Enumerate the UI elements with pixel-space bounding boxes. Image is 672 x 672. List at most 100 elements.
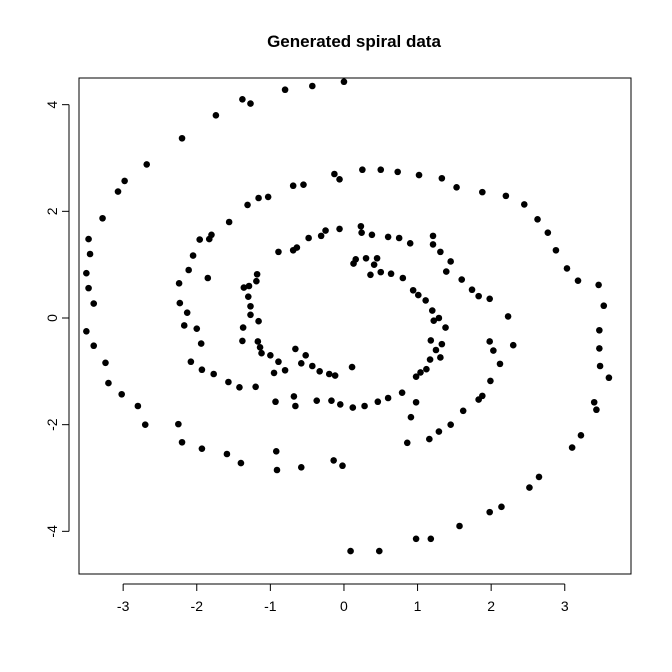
data-point <box>412 373 420 380</box>
chart-title: Generated spiral data <box>267 32 441 51</box>
data-point <box>577 432 585 439</box>
data-point <box>552 246 560 254</box>
data-point <box>417 369 424 376</box>
data-point <box>427 535 435 543</box>
data-point <box>348 363 356 371</box>
data-point <box>114 188 122 195</box>
data-point <box>479 392 486 400</box>
data-point <box>281 86 289 94</box>
data-point <box>479 188 486 196</box>
data-point <box>339 462 346 470</box>
data-point <box>297 464 305 471</box>
data-point <box>373 254 381 262</box>
data-point <box>596 362 604 370</box>
data-point <box>316 368 323 375</box>
data-point <box>375 547 383 555</box>
y-tick-label: -2 <box>44 418 60 431</box>
data-point <box>423 365 430 373</box>
data-point <box>340 78 348 86</box>
data-point <box>175 280 183 287</box>
data-point <box>178 438 186 446</box>
data-point <box>520 201 528 208</box>
data-point <box>272 448 280 455</box>
data-point <box>447 258 454 265</box>
data-point <box>370 261 378 268</box>
data-point <box>428 307 436 314</box>
data-point <box>498 503 505 511</box>
data-point <box>442 268 450 275</box>
data-point <box>205 235 213 243</box>
data-point <box>105 379 112 387</box>
data-point <box>244 201 251 209</box>
data-point <box>422 297 429 304</box>
data-point <box>331 170 338 178</box>
data-point <box>336 225 343 233</box>
data-point <box>225 218 233 226</box>
data-point <box>605 374 613 382</box>
data-point <box>253 277 260 285</box>
data-point <box>415 171 423 179</box>
data-point <box>175 420 182 428</box>
data-point <box>305 234 312 242</box>
data-point <box>362 254 370 262</box>
data-point <box>430 317 438 324</box>
x-axis: -3 -2 -1 0 1 2 3 <box>117 583 569 614</box>
data-point <box>297 360 305 367</box>
data-point <box>453 184 460 191</box>
data-point <box>196 236 204 243</box>
data-point <box>403 439 411 447</box>
data-point <box>496 360 504 368</box>
data-point <box>264 193 272 201</box>
data-point <box>244 293 252 300</box>
x-tick-label: 3 <box>561 598 569 614</box>
data-point <box>526 484 533 491</box>
data-point <box>435 314 443 322</box>
data-point <box>204 274 212 282</box>
data-point <box>178 134 186 142</box>
data-point <box>486 508 493 516</box>
data-point <box>83 328 90 335</box>
data-point <box>289 182 297 190</box>
data-point <box>468 286 476 294</box>
data-point <box>412 398 420 406</box>
data-point <box>395 234 403 242</box>
data-point <box>245 282 253 290</box>
data-point <box>331 372 339 379</box>
data-point <box>254 338 262 345</box>
data-point <box>407 413 415 421</box>
data-point <box>426 435 433 443</box>
data-point <box>255 317 262 325</box>
data-point <box>309 82 316 90</box>
data-point <box>377 166 385 174</box>
data-point <box>361 402 368 410</box>
data-point <box>292 345 299 353</box>
data-point <box>535 473 543 481</box>
data-point <box>384 233 392 241</box>
data-point <box>574 277 582 284</box>
data-point <box>429 232 437 240</box>
data-point <box>414 291 422 299</box>
data-point <box>193 325 201 332</box>
x-tick-label: -1 <box>264 598 277 614</box>
data-point <box>384 394 392 402</box>
data-point <box>336 176 343 183</box>
data-point <box>596 345 603 352</box>
data-point <box>442 324 449 331</box>
y-tick-label: -4 <box>44 525 60 538</box>
data-point <box>187 358 195 366</box>
data-point <box>427 337 435 344</box>
x-tick-label: 0 <box>340 598 348 614</box>
data-point <box>83 269 90 277</box>
data-point <box>134 402 142 410</box>
data-point <box>189 252 197 259</box>
data-point <box>290 393 298 400</box>
data-point <box>394 168 401 176</box>
data-point <box>240 284 248 291</box>
data-point <box>247 302 254 310</box>
data-point <box>358 229 365 236</box>
data-point <box>183 309 191 316</box>
x-tick-label: 2 <box>487 598 495 614</box>
data-point <box>600 302 608 310</box>
data-point <box>225 378 232 386</box>
